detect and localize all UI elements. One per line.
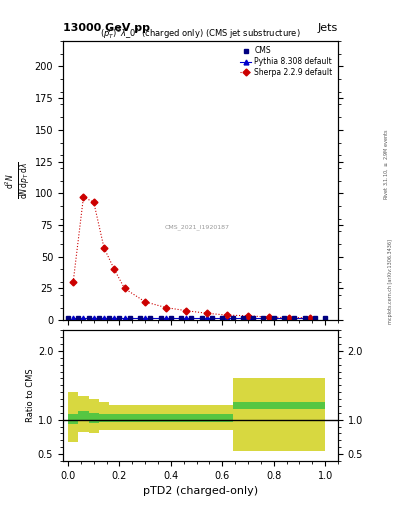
X-axis label: pTD2 (charged-only): pTD2 (charged-only): [143, 486, 258, 496]
CMS: [117, 314, 122, 321]
CMS: [251, 314, 255, 321]
Legend: CMS, Pythia 8.308 default, Sherpa 2.2.9 default: CMS, Pythia 8.308 default, Sherpa 2.2.9 …: [238, 45, 334, 79]
Text: Rivet 3.1.10, $\geq$ 2.9M events: Rivet 3.1.10, $\geq$ 2.9M events: [382, 128, 390, 200]
CMS: [241, 314, 245, 321]
Sherpa 2.2.9 default: [71, 279, 75, 285]
Pythia 8.308 default: [163, 314, 168, 321]
Y-axis label: Ratio to CMS: Ratio to CMS: [26, 369, 35, 422]
Sherpa 2.2.9 default: [81, 194, 86, 200]
CMS: [148, 314, 152, 321]
Sherpa 2.2.9 default: [122, 285, 127, 291]
Text: Jets: Jets: [318, 23, 338, 33]
Sherpa 2.2.9 default: [102, 245, 107, 251]
CMS: [179, 314, 184, 321]
CMS: [138, 314, 142, 321]
CMS: [271, 314, 276, 321]
CMS: [158, 314, 163, 321]
CMS: [86, 314, 91, 321]
CMS: [292, 314, 297, 321]
CMS: [282, 314, 286, 321]
Sherpa 2.2.9 default: [112, 266, 117, 272]
Pythia 8.308 default: [246, 314, 250, 321]
CMS: [220, 314, 225, 321]
Pythia 8.308 default: [112, 314, 117, 321]
Pythia 8.308 default: [92, 314, 96, 321]
Text: CMS_2021_I1920187: CMS_2021_I1920187: [165, 224, 230, 230]
Title: $(p_T^P)^2\lambda\_0^2$ (charged only) (CMS jet substructure): $(p_T^P)^2\lambda\_0^2$ (charged only) (…: [100, 26, 301, 41]
Sherpa 2.2.9 default: [92, 199, 96, 205]
CMS: [199, 314, 204, 321]
Sherpa 2.2.9 default: [287, 314, 292, 321]
Text: 13000 GeV pp: 13000 GeV pp: [63, 23, 150, 33]
CMS: [189, 314, 194, 321]
Pythia 8.308 default: [122, 314, 127, 321]
Pythia 8.308 default: [225, 314, 230, 321]
Text: mcplots.cern.ch [arXiv:1306.3436]: mcplots.cern.ch [arXiv:1306.3436]: [387, 239, 393, 324]
Sherpa 2.2.9 default: [143, 299, 147, 305]
Y-axis label: $\mathrm{d}^2 N$
$\overline{\mathrm{d}N\,\mathrm{d}p_T\,\mathrm{d}\lambda}$: $\mathrm{d}^2 N$ $\overline{\mathrm{d}N\…: [3, 162, 32, 199]
Sherpa 2.2.9 default: [184, 308, 189, 314]
CMS: [209, 314, 214, 321]
Pythia 8.308 default: [204, 314, 209, 321]
Sherpa 2.2.9 default: [163, 305, 168, 311]
Sherpa 2.2.9 default: [307, 314, 312, 321]
Pythia 8.308 default: [184, 314, 189, 321]
CMS: [169, 314, 173, 321]
CMS: [261, 314, 266, 321]
CMS: [66, 314, 70, 321]
CMS: [97, 314, 101, 321]
Pythia 8.308 default: [307, 314, 312, 321]
CMS: [302, 314, 307, 321]
CMS: [127, 314, 132, 321]
Pythia 8.308 default: [143, 314, 147, 321]
CMS: [230, 314, 235, 321]
Line: Sherpa 2.2.9 default: Sherpa 2.2.9 default: [71, 195, 312, 320]
Pythia 8.308 default: [71, 314, 75, 321]
Pythia 8.308 default: [81, 314, 86, 321]
CMS: [312, 314, 317, 321]
Pythia 8.308 default: [266, 314, 271, 321]
Pythia 8.308 default: [102, 314, 107, 321]
CMS: [76, 314, 81, 321]
Sherpa 2.2.9 default: [266, 314, 271, 320]
Line: Pythia 8.308 default: Pythia 8.308 default: [71, 315, 312, 320]
Sherpa 2.2.9 default: [204, 310, 209, 316]
CMS: [107, 314, 112, 321]
Line: CMS: CMS: [66, 315, 327, 320]
Pythia 8.308 default: [287, 314, 292, 321]
CMS: [323, 314, 327, 321]
Sherpa 2.2.9 default: [246, 313, 250, 319]
Sherpa 2.2.9 default: [225, 312, 230, 318]
